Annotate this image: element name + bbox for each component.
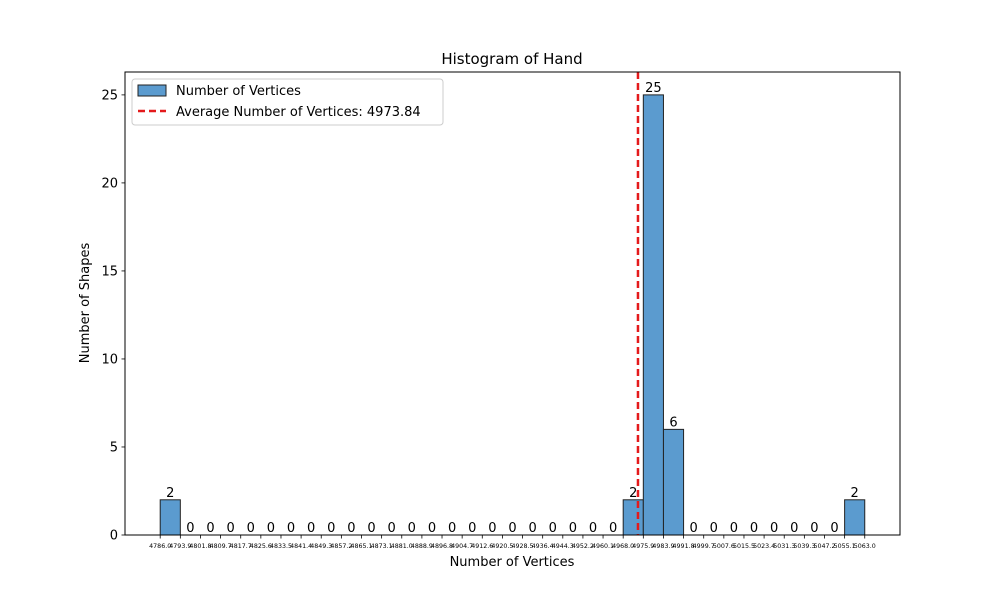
x-tick-label: 4975.9 <box>632 543 654 550</box>
bar-value-label: 0 <box>730 521 738 536</box>
bar-value-label: 0 <box>206 521 214 536</box>
x-tick-label: 4904.7 <box>451 543 473 550</box>
x-tick-label: 5063.0 <box>854 543 876 550</box>
x-tick-label: 4809.7 <box>210 543 232 550</box>
x-tick-label: 4888.9 <box>411 543 433 550</box>
bar-value-label: 0 <box>690 521 698 536</box>
x-tick-label: 4968.0 <box>612 543 634 550</box>
legend-label-average: Average Number of Vertices: 4973.84 <box>176 105 421 120</box>
legend: Number of Vertices Average Number of Ver… <box>131 78 444 126</box>
x-tick-label: 5007.6 <box>713 543 735 550</box>
bar-value-label: 0 <box>770 521 778 536</box>
y-tick-label: 25 <box>101 88 118 103</box>
x-tick-label: 4817.7 <box>230 543 252 550</box>
bar-value-label: 0 <box>408 521 416 536</box>
x-tick-label: 4991.8 <box>673 543 695 550</box>
bar-value-label: 0 <box>227 521 235 536</box>
x-tick-label: 4841.4 <box>290 543 312 550</box>
x-ticks: 4786.04793.94801.84809.74817.74825.64833… <box>149 535 876 550</box>
y-axis-label: Number of Shapes <box>78 243 93 364</box>
bar-value-label: 2 <box>629 486 637 501</box>
histogram-bar <box>662 428 685 536</box>
x-tick-label: 4873.1 <box>371 543 393 550</box>
x-tick-label: 4801.8 <box>189 543 211 550</box>
bar-value-label: 0 <box>247 521 255 536</box>
bar-value-label: 0 <box>750 521 758 536</box>
bar-value-label: 0 <box>367 521 375 536</box>
x-tick-label: 4999.7 <box>693 543 715 550</box>
bar-value-label: 0 <box>186 521 194 536</box>
x-tick-label: 4896.8 <box>431 543 453 550</box>
bar-value-label: 2 <box>851 486 859 501</box>
x-tick-label: 4793.9 <box>169 543 191 550</box>
bar-value-label: 0 <box>810 521 818 536</box>
bar-value-label: 6 <box>669 415 677 430</box>
x-tick-label: 5055.1 <box>834 543 856 550</box>
x-tick-label: 5047.2 <box>813 543 835 550</box>
bars-layer <box>159 94 866 536</box>
x-tick-label: 4786.0 <box>149 543 171 550</box>
histogram-bar <box>642 94 664 536</box>
bar-value-label: 0 <box>569 521 577 536</box>
bar-value-label: 0 <box>287 521 295 536</box>
bar-value-label: 0 <box>710 521 718 536</box>
x-tick-label: 4912.6 <box>471 543 493 550</box>
x-tick-label: 5031.3 <box>773 543 795 550</box>
legend-bar-swatch <box>137 84 167 97</box>
y-tick-label: 15 <box>101 264 118 279</box>
bar-value-label: 0 <box>307 521 315 536</box>
plot-frame <box>124 71 901 536</box>
x-tick-label: 4857.2 <box>330 543 352 550</box>
y-tick-label: 20 <box>101 176 118 191</box>
bar-value-label: 0 <box>267 521 275 536</box>
chart-title: Histogram of Hand <box>441 50 582 68</box>
histogram-bar <box>844 499 866 536</box>
bar-value-label: 0 <box>448 521 456 536</box>
x-tick-label: 4881.0 <box>391 543 413 550</box>
y-ticks: 0 5 10 15 20 25 <box>101 88 125 544</box>
x-tick-label: 5039.3 <box>793 543 815 550</box>
histogram-bar <box>159 499 181 536</box>
y-tick-label: 5 <box>110 440 118 455</box>
x-tick-label: 4952.2 <box>572 543 594 550</box>
x-tick-label: 4960.1 <box>592 543 614 550</box>
x-tick-label: 4944.3 <box>552 543 574 550</box>
x-tick-label: 4825.6 <box>250 543 272 550</box>
bar-value-label: 0 <box>830 521 838 536</box>
x-tick-label: 4833.5 <box>270 543 292 550</box>
x-tick-label: 4865.1 <box>350 543 372 550</box>
bar-value-label: 0 <box>528 521 536 536</box>
x-axis-label: Number of Vertices <box>450 555 575 570</box>
bar-value-label: 0 <box>589 521 597 536</box>
x-tick-label: 4983.9 <box>652 543 674 550</box>
bar-value-label: 0 <box>347 521 355 536</box>
bar-value-label: 0 <box>388 521 396 536</box>
legend-box <box>131 78 444 126</box>
histogram-bar <box>622 499 644 536</box>
bar-value-label: 0 <box>428 521 436 536</box>
bar-value-label: 0 <box>609 521 617 536</box>
bar-value-label: 0 <box>468 521 476 536</box>
legend-label-bars: Number of Vertices <box>176 84 301 99</box>
bar-value-label: 0 <box>549 521 557 536</box>
x-tick-label: 4928.5 <box>512 543 534 550</box>
x-tick-label: 4849.3 <box>310 543 332 550</box>
bar-value-label: 0 <box>488 521 496 536</box>
bar-value-label: 0 <box>327 521 335 536</box>
y-tick-label: 10 <box>101 352 118 367</box>
bar-value-label: 25 <box>645 81 662 96</box>
x-tick-label: 5015.5 <box>733 543 755 550</box>
bar-value-label: 2 <box>166 486 174 501</box>
y-tick-label: 0 <box>110 529 118 544</box>
bar-value-label: 0 <box>790 521 798 536</box>
x-tick-label: 5023.4 <box>753 543 775 550</box>
bar-value-label: 0 <box>508 521 516 536</box>
x-tick-label: 4936.4 <box>532 543 554 550</box>
x-tick-label: 4920.5 <box>491 543 513 550</box>
